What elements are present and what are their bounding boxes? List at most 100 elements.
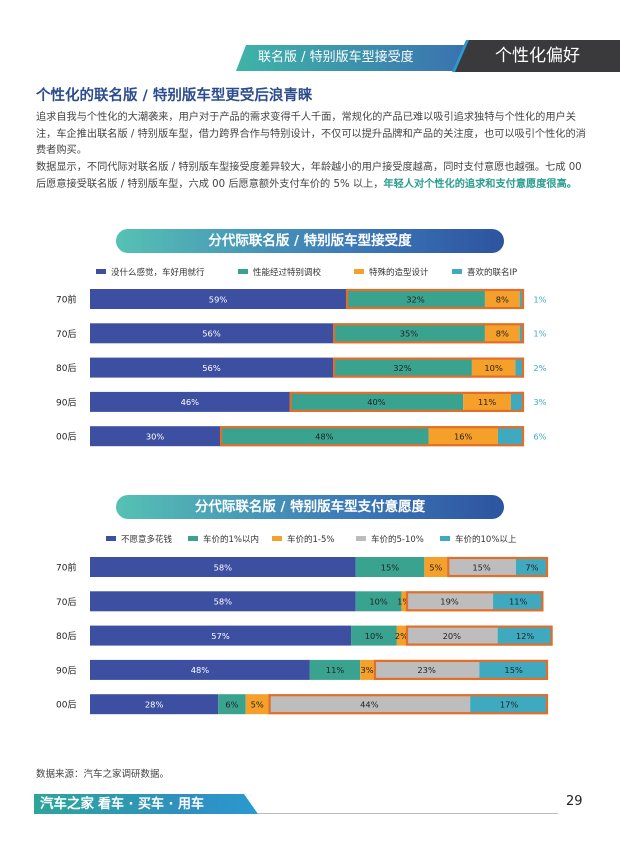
chart2-bar-segment	[355, 557, 425, 577]
legend-label: 车价的10%以上	[455, 535, 517, 545]
chart2-data-label: 15%	[472, 562, 491, 572]
chart2-highlight-frame	[405, 591, 544, 612]
chart2-legend-item: 车价的10%以上	[440, 534, 516, 546]
chart2-data-label: 58%	[214, 597, 233, 607]
chart2-category-label: 00后	[56, 700, 76, 711]
chart2-data-label: 2%	[395, 631, 408, 641]
chart2-bar-segment	[360, 659, 374, 680]
chart1-bar-segment	[90, 391, 290, 412]
chart2-legend-item: 不愿意多花钱	[106, 534, 172, 546]
chart2-highlight-frame	[405, 625, 553, 646]
chart2-bar-segment	[268, 694, 471, 715]
chart2-bar-segment	[470, 694, 548, 715]
chart2-category-label: 70前	[56, 562, 76, 574]
chart1-data-label: 35%	[400, 329, 419, 339]
chart2-data-label: 11%	[326, 665, 345, 675]
chart1-data-label: 16%	[454, 432, 473, 442]
legend-label: 喜欢的联名IP	[467, 268, 518, 278]
chart1-bar-segment	[515, 357, 524, 378]
chart2-bar-segment	[396, 625, 407, 646]
chart2-legend: 不愿意多花钱 车价的1%以内 车价的1-5% 车价的5-10% 车价的10%以上	[92, 534, 592, 548]
chart2-bar-segment	[406, 625, 498, 646]
chart2-legend-item: 车价的5-10%	[356, 534, 424, 546]
intro-paragraph: 追求自我与个性化的大潮袭来，用户对于产品的需求变得千人千面，常规化的产品已难以吸…	[36, 112, 586, 156]
chart1-legend: 没什么感觉，车好用就行 性能经过特别调校 特殊的造型设计 喜欢的联名IP	[92, 267, 592, 281]
chart2-category-label: 70后	[56, 597, 76, 608]
legend-swatch	[272, 536, 282, 541]
chart2-willingness: 70前 58% 15% 5% 15% 7% 70后 58% 10% 1% 19% 11% 80后 57% 1…	[56, 556, 553, 715]
chart1-bar-segment	[463, 391, 511, 412]
chart1-data-label: 48%	[315, 432, 334, 442]
chart2-title: 分代际联名版 / 特别版车型支付意愿度	[116, 495, 504, 519]
section-tab: 联名版 / 特别版车型接受度	[236, 45, 476, 71]
legend-swatch	[440, 536, 450, 541]
chart1-bar-segment	[497, 426, 524, 447]
chart2-category-label: 80后	[56, 631, 76, 642]
chart2-data-label: 5%	[251, 700, 264, 710]
chart1-highlight-frame	[345, 288, 525, 310]
chart2-data-label: 23%	[417, 665, 436, 675]
chart2-data-label: 44%	[360, 700, 379, 710]
legend-label: 不愿意多花钱	[121, 535, 173, 545]
data-paragraph-highlight: 年轻人对个性化的追求和支付意愿度很高。	[383, 178, 577, 190]
chart1-highlight-frame	[332, 357, 525, 378]
chart1-bar-segment	[333, 357, 472, 378]
chart1-bar-segment	[484, 289, 520, 309]
chart1-bar-segment	[519, 323, 524, 344]
chart1-data-label: 46%	[181, 397, 200, 407]
chart2-bar-segment	[245, 694, 269, 715]
chart2-bar-segment	[218, 694, 246, 715]
source-note: 数据来源：汽车之家调研数据。	[36, 769, 170, 780]
chart1-data-label: 59%	[209, 294, 228, 304]
chart1-legend-item: 特殊的造型设计	[354, 267, 429, 279]
chart2-data-label: 48%	[191, 665, 210, 675]
chart2-data-label: 57%	[211, 631, 230, 641]
chart1-data-label: 56%	[202, 329, 221, 339]
footer-divider	[258, 813, 558, 814]
chart1-title: 分代际联名版 / 特别版车型接受度	[116, 229, 504, 253]
chart1-category-label: 70前	[56, 294, 76, 306]
chart2-bar-segment	[373, 659, 480, 680]
chart2-bar-segment	[90, 557, 356, 577]
chart1-data-label: 32%	[393, 363, 412, 373]
chart2-legend-item: 车价的1-5%	[272, 534, 334, 546]
chart2-data-label: 3%	[361, 665, 374, 675]
footer-brand-band: 汽车之家 看车 · 买车 · 用车	[34, 794, 258, 814]
chart2-bar-segment	[447, 557, 516, 577]
chart2-data-label: 58%	[214, 562, 233, 572]
chart1-bar-segment	[90, 426, 221, 447]
chart1-data-label: 6%	[533, 432, 546, 442]
chart2-bar-segment	[493, 591, 544, 612]
chart2-bar-segment	[406, 591, 494, 612]
chart1-highlight-frame	[289, 391, 525, 413]
chart1-category-label: 90后	[56, 397, 76, 408]
chart1-acceptance: 70前 59% 32% 8% 1% 70后 56% 35% 8% 1% 80后 56% 32% 10% 2%…	[56, 288, 547, 447]
legend-label: 没什么感觉，车好用就行	[111, 268, 205, 278]
chart1-data-label: 8%	[496, 329, 509, 339]
chart2-highlight-frame	[447, 556, 549, 578]
chart2-data-label: 1%	[397, 597, 410, 607]
legend-swatch	[356, 536, 366, 541]
page-number: 29	[566, 794, 583, 809]
chart2-data-label: 19%	[440, 597, 459, 607]
chart2-category-label: 90后	[56, 665, 76, 676]
chart2-data-label: 6%	[225, 700, 238, 710]
chart2-data-label: 10%	[365, 631, 384, 641]
chart1-data-label: 3%	[533, 397, 546, 407]
page-footer: 汽车之家 看车 · 买车 · 用车 29	[0, 790, 620, 820]
chart1-data-label: 1%	[533, 329, 546, 339]
chart1-data-label: 32%	[406, 294, 425, 304]
chart2-bar-segment	[401, 591, 407, 612]
chart2-bar-segment	[90, 659, 310, 680]
chart1-highlight-frame	[332, 323, 525, 344]
chart2-data-label: 15%	[381, 562, 400, 572]
chart2-data-label: 12%	[516, 631, 535, 641]
chart1-legend-item: 性能经过特别调校	[238, 267, 321, 279]
page-header: 联名版 / 特别版车型接受度 个性化偏好	[0, 40, 620, 72]
brand-slogan: 看车 · 买车 · 用车	[98, 797, 204, 812]
legend-swatch	[96, 269, 106, 274]
chart2-bar-segment	[424, 557, 448, 577]
chart1-category-label: 80后	[56, 363, 76, 374]
chart1-bar-segment	[510, 391, 524, 412]
legend-swatch	[106, 536, 116, 541]
